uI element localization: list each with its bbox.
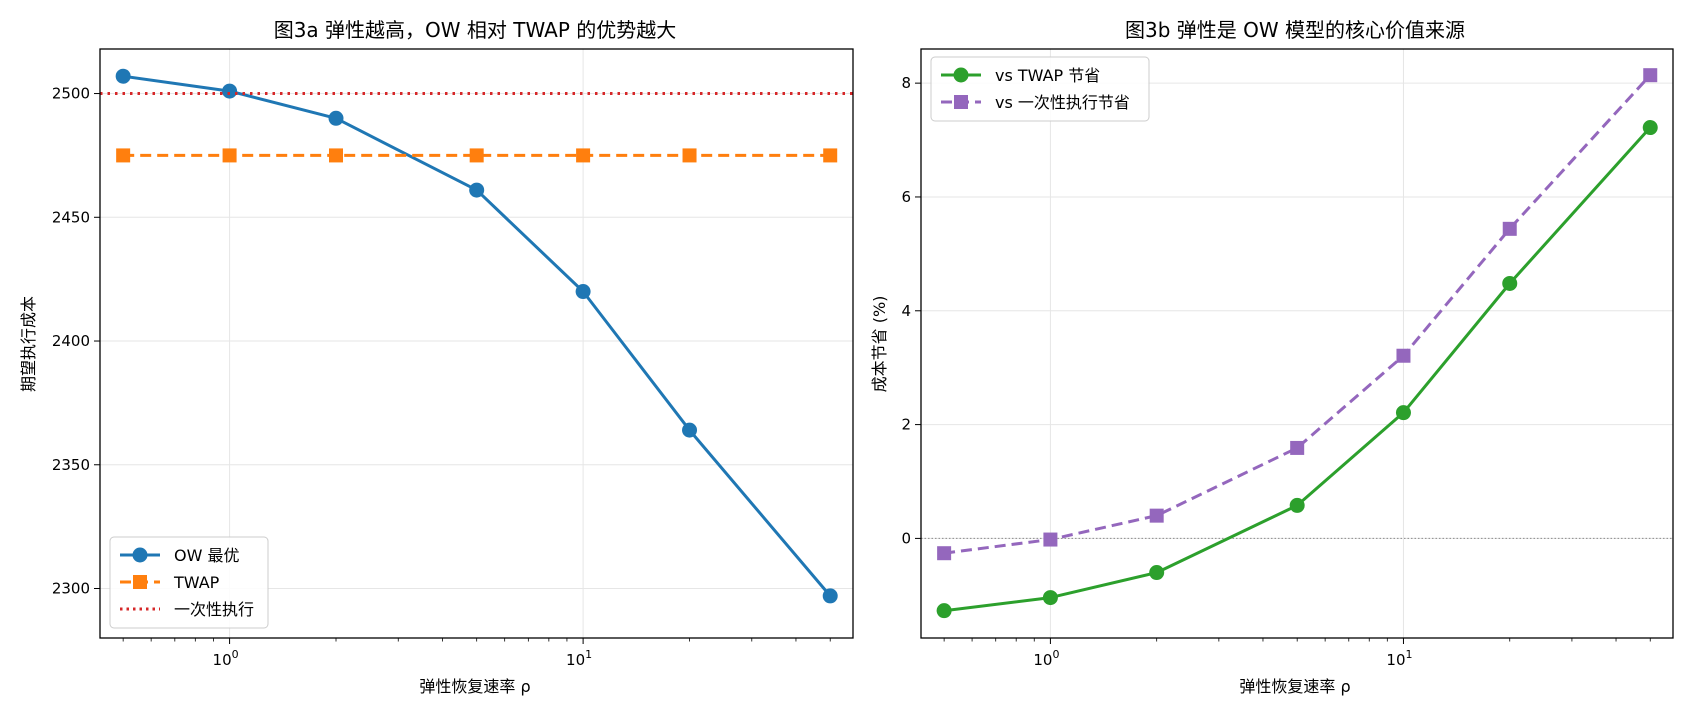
data-point bbox=[1149, 565, 1165, 581]
data-point bbox=[329, 148, 344, 163]
legend-marker bbox=[953, 67, 969, 83]
data-point bbox=[222, 148, 237, 163]
x-axis-label: 弹性恢复速率 ρ bbox=[1239, 677, 1350, 696]
data-point bbox=[1502, 221, 1517, 236]
data-point bbox=[1642, 120, 1658, 136]
y-tick-label: 2450 bbox=[52, 208, 90, 226]
legend-marker bbox=[132, 547, 148, 563]
data-point bbox=[1502, 275, 1518, 291]
x-tick-label: 100 bbox=[1033, 648, 1059, 669]
data-point bbox=[823, 148, 838, 163]
data-point bbox=[115, 68, 131, 84]
y-tick-label: 2500 bbox=[52, 85, 90, 103]
y-tick-label: 2400 bbox=[52, 332, 90, 350]
data-point bbox=[822, 588, 838, 604]
legend-label: TWAP bbox=[173, 573, 220, 592]
legend: vs TWAP 节省 vs 一次性执行节省 bbox=[930, 56, 1150, 122]
data-point bbox=[937, 546, 952, 561]
data-point bbox=[1395, 405, 1411, 421]
y-tick-label: 2350 bbox=[52, 456, 90, 474]
y-tick-label: 2300 bbox=[52, 580, 90, 598]
y-tick-label: 0 bbox=[901, 529, 911, 547]
data-point bbox=[1643, 68, 1658, 83]
series-2 bbox=[116, 148, 838, 163]
data-point bbox=[328, 110, 344, 126]
y-tick-label: 8 bbox=[901, 74, 911, 92]
y-tick-label: 2 bbox=[901, 416, 911, 434]
legend-box bbox=[930, 56, 1150, 122]
y-tick-label: 6 bbox=[901, 188, 911, 206]
data-point bbox=[116, 148, 131, 163]
data-point bbox=[469, 148, 484, 163]
axes-frame bbox=[920, 48, 1674, 639]
data-point bbox=[682, 422, 698, 438]
x-axis-label: 弹性恢复速率 ρ bbox=[419, 677, 530, 696]
x-tick-label: 101 bbox=[566, 648, 592, 669]
series-1 bbox=[936, 120, 1658, 619]
legend-label: vs TWAP 节省 bbox=[995, 66, 1100, 85]
chart-title: 图3a 弹性越高，OW 相对 TWAP 的优势越大 bbox=[274, 18, 677, 42]
data-point bbox=[1149, 508, 1164, 523]
data-point bbox=[576, 148, 591, 163]
legend-marker bbox=[954, 95, 968, 109]
series-1 bbox=[115, 68, 838, 604]
data-point bbox=[575, 284, 591, 300]
chart-title: 图3b 弹性是 OW 模型的核心价值来源 bbox=[1125, 18, 1465, 42]
legend-label: vs 一次性执行节省 bbox=[995, 93, 1130, 112]
y-axis-label: 成本节省 (%) bbox=[870, 296, 889, 393]
x-tick-label: 101 bbox=[1386, 648, 1412, 669]
y-tick-label: 4 bbox=[901, 302, 911, 320]
legend-label: OW 最优 bbox=[174, 546, 240, 565]
data-point bbox=[1290, 440, 1305, 455]
data-point bbox=[1042, 590, 1058, 606]
legend-label: 一次性执行 bbox=[174, 600, 254, 619]
y-axis-label: 期望执行成本 bbox=[19, 296, 38, 392]
legend-box bbox=[109, 536, 269, 629]
chart-panel-a: 图3a 弹性越高，OW 相对 TWAP 的优势越大 弹性恢复速率 ρ 期望执行成… bbox=[19, 18, 854, 696]
data-point bbox=[1289, 497, 1305, 513]
series-2 bbox=[937, 68, 1658, 561]
data-point bbox=[469, 182, 485, 198]
chart-panel-b: 图3b 弹性是 OW 模型的核心价值来源 弹性恢复速率 ρ 成本节省 (%) 0… bbox=[870, 18, 1674, 696]
x-tick-label: 100 bbox=[213, 648, 239, 669]
legend: OW 最优 TWAP 一次性执行 bbox=[109, 536, 269, 629]
data-point bbox=[936, 603, 952, 619]
data-point bbox=[1043, 532, 1058, 547]
data-point bbox=[682, 148, 697, 163]
legend-marker bbox=[133, 575, 147, 589]
data-point bbox=[1396, 348, 1411, 363]
data-point bbox=[222, 83, 238, 99]
